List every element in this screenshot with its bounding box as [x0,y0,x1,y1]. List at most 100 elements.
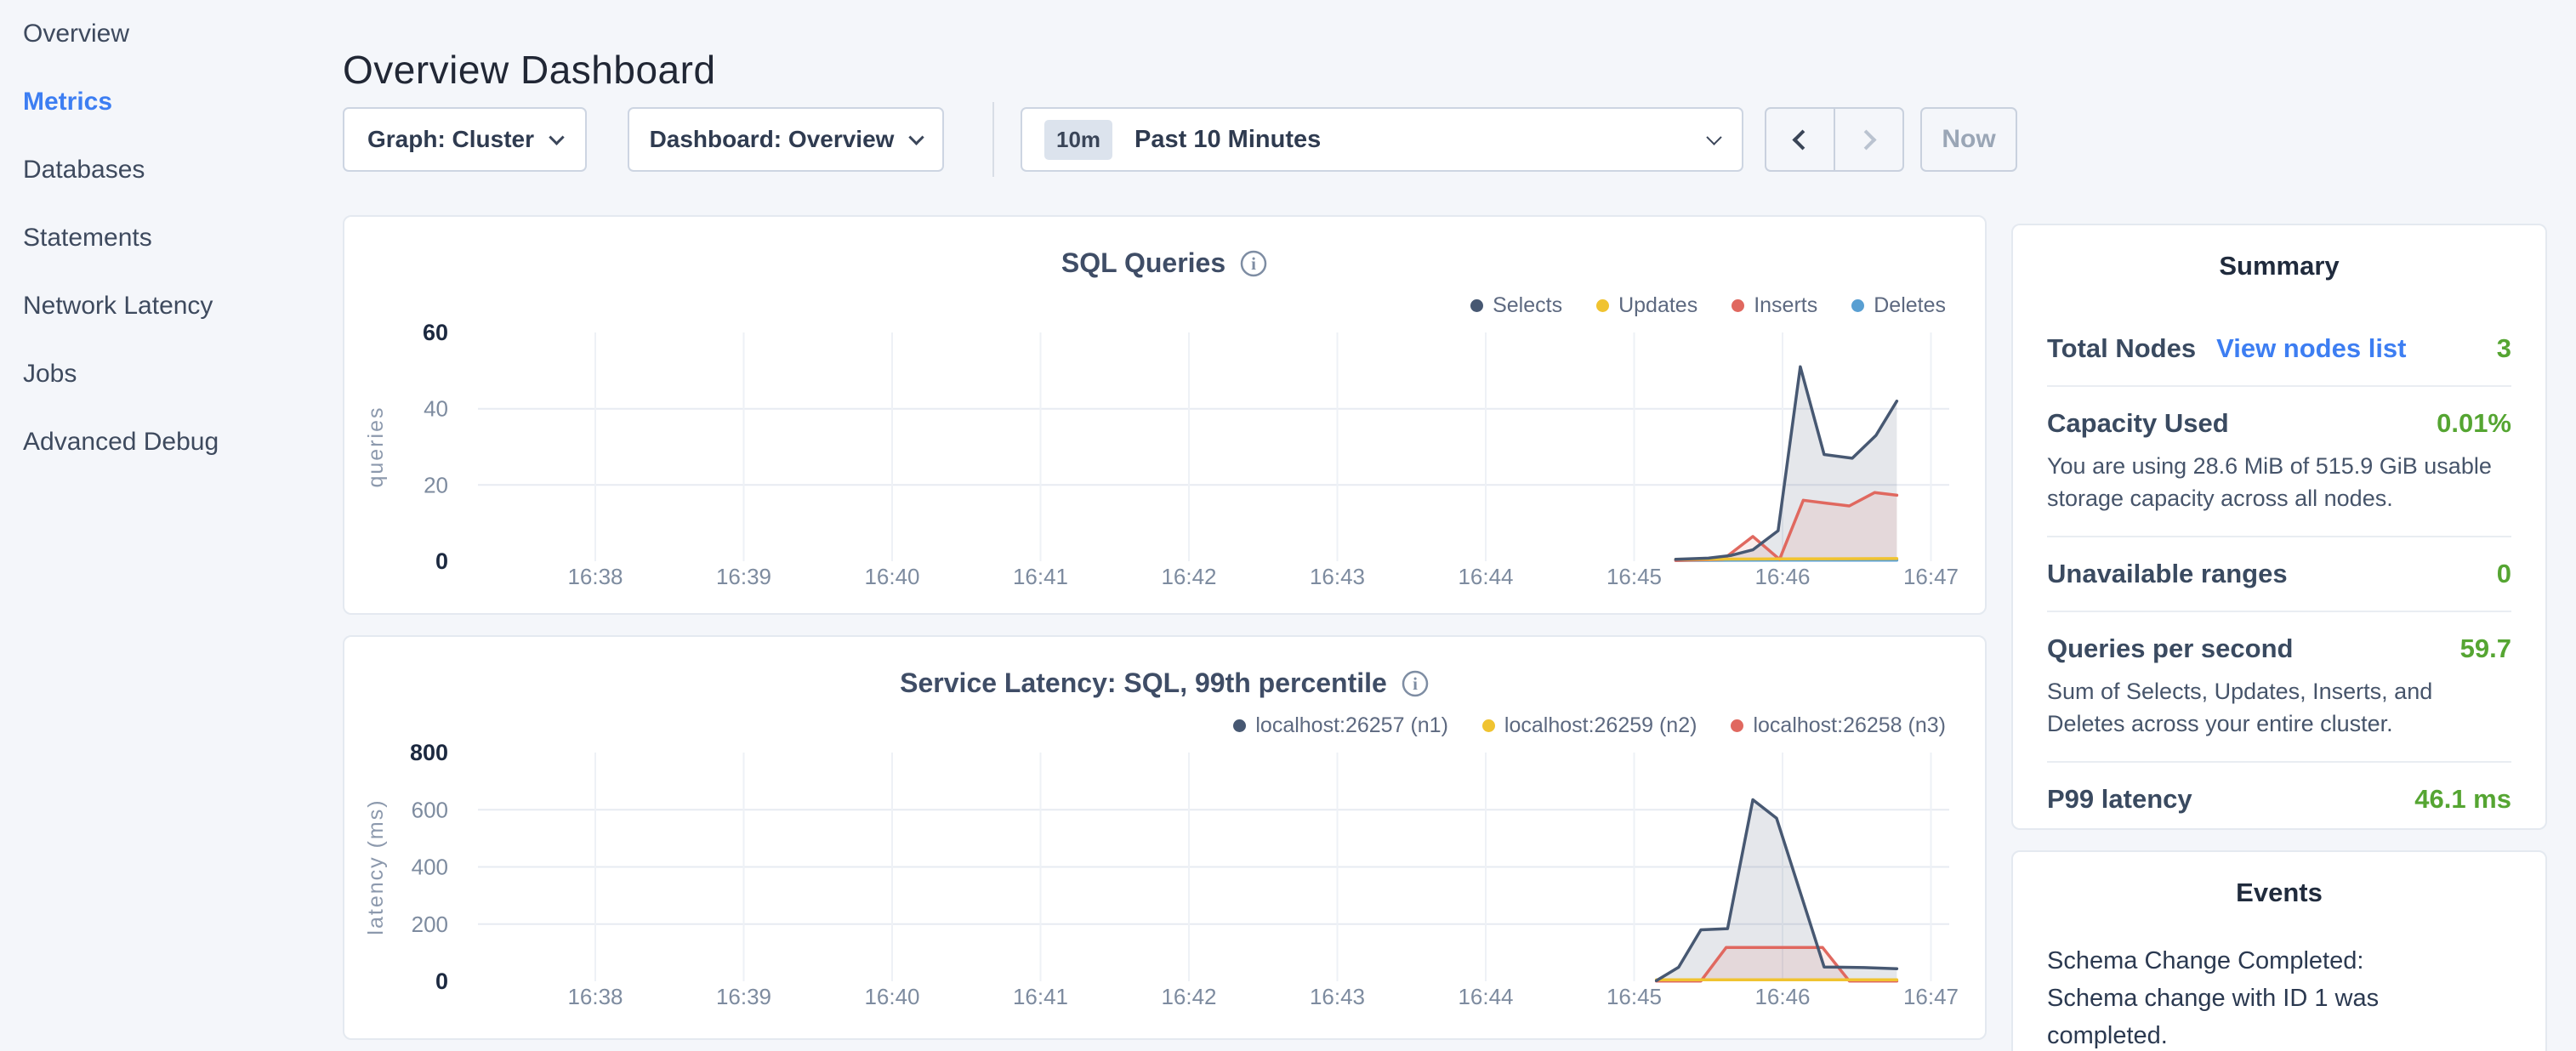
sidebar-item-advanced-debug[interactable]: Advanced Debug [23,428,219,456]
svg-text:16:41: 16:41 [1013,984,1068,1009]
sidebar-item-jobs[interactable]: Jobs [23,360,77,388]
legend-item: Selects [1470,293,1562,318]
svg-text:16:46: 16:46 [1754,564,1810,589]
sidebar-item-overview[interactable]: Overview [23,20,130,48]
svg-text:16:43: 16:43 [1310,984,1365,1009]
summary-row-label: P99 latency [2047,784,2192,814]
legend-label: localhost:26258 (n3) [1753,713,1946,737]
summary-row-p99-latency: P99 latency 46.1 ms [2047,763,2511,836]
legend-label: localhost:26259 (n2) [1504,713,1697,737]
chevron-left-icon [1792,128,1813,151]
info-icon[interactable]: i [1239,249,1268,278]
summary-row-description: You are using 28.6 MiB of 515.9 GiB usab… [2047,453,2492,511]
time-range-label: Past 10 Minutes [1134,125,1322,153]
sidebar-item-metrics[interactable]: Metrics [23,88,113,116]
summary-title: Summary [2219,251,2340,281]
chart-title: Service Latency: SQL, 99th percentile [900,668,1387,698]
svg-text:800: 800 [410,740,448,765]
graph-dropdown-label: Graph: Cluster [367,126,535,152]
svg-text:400: 400 [412,855,448,880]
summary-row-total-nodes: Total Nodes View nodes list 3 [2047,312,2511,387]
svg-text:16:40: 16:40 [864,984,919,1009]
summary-row-capacity-used: Capacity Used 0.01% You are using 28.6 M… [2047,387,2511,537]
chevron-right-icon [1856,128,1877,151]
summary-row-label: Total Nodes [2047,333,2197,363]
sql-queries-chart[interactable]: 0 20 40 60 16:38 16:39 16:40 16:41 16:42 16:43 16:… [344,319,1985,599]
sidebar-item-statements[interactable]: Statements [23,224,152,252]
svg-text:latency (ms): latency (ms) [364,798,388,935]
legend-label: Updates [1618,293,1698,317]
sidebar-item-databases[interactable]: Databases [23,156,145,184]
svg-text:16:39: 16:39 [716,984,771,1009]
service-latency-chart[interactable]: 0 200 400 600 800 16:38 16:39 16:40 16:41 16:42 16… [344,739,1985,1020]
next-range-button[interactable] [1835,109,1902,170]
svg-text:16:44: 16:44 [1458,564,1513,589]
time-step-buttons [1765,107,1904,172]
summary-row-label: Unavailable ranges [2047,559,2288,588]
graph-dropdown[interactable]: Graph: Cluster [343,107,587,172]
svg-text:16:45: 16:45 [1606,984,1662,1009]
legend-item: Updates [1596,293,1697,318]
svg-text:0: 0 [435,548,448,574]
legend-dot-icon [1470,299,1484,312]
chart-legend: localhost:26257 (n1) localhost:26259 (n2)… [1233,713,1946,738]
svg-text:16:39: 16:39 [716,564,771,589]
summary-row-unavailable-ranges: Unavailable ranges 0 [2047,537,2511,612]
now-button[interactable]: Now [1920,107,2017,172]
page-title: Overview Dashboard [343,47,716,92]
svg-text:600: 600 [412,797,448,822]
chevron-down-icon [1706,128,1722,145]
svg-text:16:45: 16:45 [1606,564,1662,589]
toolbar-divider [992,102,994,177]
svg-text:40: 40 [424,396,448,422]
svg-text:16:41: 16:41 [1013,564,1068,589]
legend-label: Deletes [1874,293,1946,317]
events-panel: Events Schema Change Completed: Schema c… [2011,850,2547,1051]
svg-text:16:47: 16:47 [1903,984,1959,1009]
sidebar: Overview Metrics Databases Statements Ne… [0,0,333,1051]
legend-item: Deletes [1851,293,1946,318]
info-icon[interactable]: i [1401,669,1430,698]
view-nodes-list-link[interactable]: View nodes list [2216,333,2407,363]
legend-dot-icon [1851,299,1865,312]
summary-row-value: 3 [2496,333,2511,363]
legend-item: localhost:26258 (n3) [1731,713,1946,738]
svg-text:16:47: 16:47 [1903,564,1959,589]
time-range-dropdown[interactable]: 10m Past 10 Minutes [1021,107,1743,172]
previous-range-button[interactable] [1766,109,1835,170]
sql-queries-card: SQL Queries i Selects Updates Inserts Delet… [343,215,1987,615]
svg-text:0: 0 [435,969,448,994]
legend-label: localhost:26257 (n1) [1255,713,1448,737]
svg-text:60: 60 [423,320,448,345]
summary-row-description: Sum of Selects, Updates, Inserts, and De… [2047,679,2433,736]
svg-text:queries: queries [364,406,388,488]
summary-row-value: 59.7 [2459,633,2511,663]
summary-row-label: Capacity Used [2047,408,2229,438]
svg-text:200: 200 [412,912,448,937]
svg-text:i: i [1413,673,1418,694]
legend-dot-icon [1233,719,1247,732]
svg-text:20: 20 [424,472,448,497]
legend-item: localhost:26259 (n2) [1481,713,1697,738]
chart-title: SQL Queries [1061,247,1226,278]
legend-item: Inserts [1732,293,1817,318]
svg-text:16:44: 16:44 [1458,984,1513,1009]
dashboard-dropdown[interactable]: Dashboard: Overview [628,107,944,172]
legend-dot-icon [1481,719,1495,732]
svg-text:16:40: 16:40 [864,564,919,589]
svg-text:16:38: 16:38 [567,564,623,589]
legend-dot-icon [1731,719,1744,732]
legend-label: Selects [1493,293,1563,317]
svg-text:16:42: 16:42 [1161,564,1216,589]
legend-dot-icon [1732,299,1745,312]
event-message: Schema Change Completed: Schema change w… [2047,947,2380,1049]
svg-text:16:46: 16:46 [1754,984,1810,1009]
sidebar-item-network-latency[interactable]: Network Latency [23,292,213,320]
chart-legend: Selects Updates Inserts Deletes [1470,293,1946,318]
summary-row-queries-per-second: Queries per second 59.7 Sum of Selects, … [2047,612,2511,763]
svg-text:16:43: 16:43 [1310,564,1365,589]
svg-text:16:42: 16:42 [1161,984,1216,1009]
summary-row-value: 0 [2496,559,2511,588]
chevron-down-icon [549,128,565,145]
